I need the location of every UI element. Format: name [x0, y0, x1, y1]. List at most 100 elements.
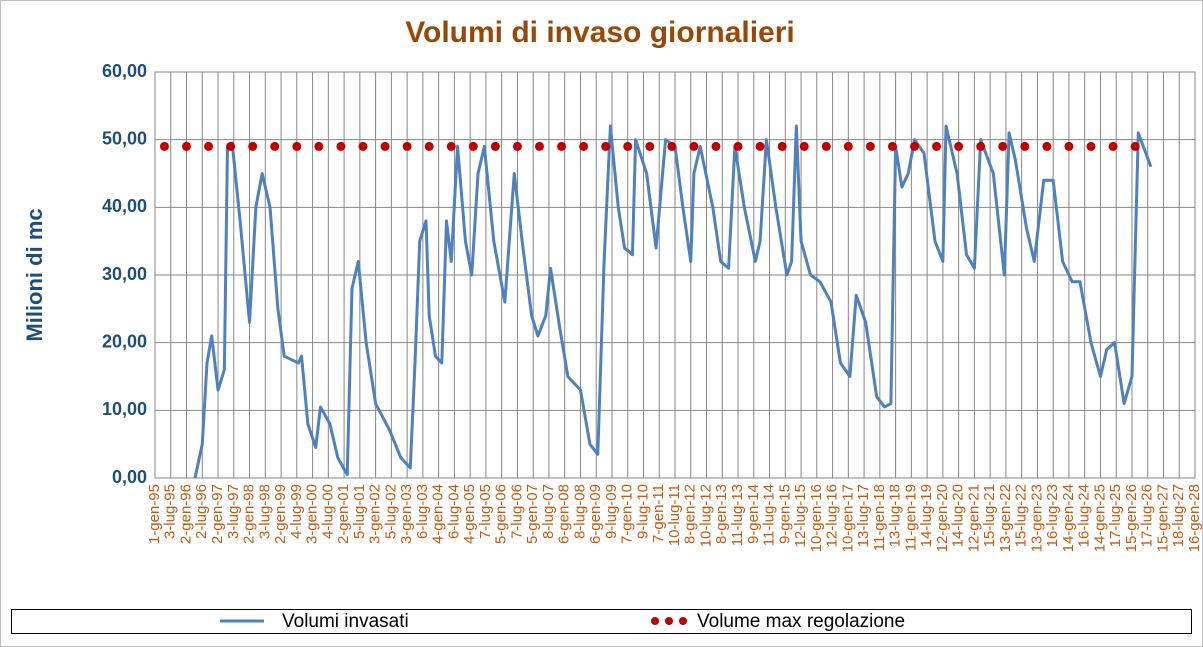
legend-box	[11, 609, 1192, 634]
volume-line	[193, 124, 1153, 479]
x-tick-label: 4-gen-04	[430, 484, 447, 544]
chart-title: Volumi di invaso giornalieri	[405, 16, 795, 49]
x-tick-label: 7-gen-11	[650, 484, 667, 543]
x-tick-label: 7-lug-05	[477, 484, 494, 539]
x-tick-label: 5-lug-01	[351, 484, 368, 539]
max-dot	[954, 141, 964, 151]
x-tick-label: 8-gen-13	[713, 484, 730, 544]
y-tick-label: 10,00	[102, 399, 147, 419]
max-dot	[976, 141, 986, 151]
x-tick-label: 14-lug-20	[950, 484, 967, 547]
max-dot	[887, 141, 897, 151]
max-dot	[424, 141, 434, 151]
x-tick-label: 12-lug-15	[792, 484, 809, 547]
max-dot	[1064, 141, 1074, 151]
x-tick-label: 11-gen-18	[871, 484, 888, 551]
x-tick-label: 8-lug-08	[571, 484, 588, 539]
x-tick-label: 14-gen-25	[1091, 484, 1108, 552]
x-tick-label: 2-gen-01	[335, 484, 352, 544]
max-dot	[623, 141, 633, 151]
max-dot	[534, 141, 544, 151]
max-dot	[733, 141, 743, 151]
max-dot	[799, 141, 809, 151]
max-dot	[380, 141, 390, 151]
x-tick-label: 10-gen-17	[839, 484, 856, 552]
x-tick-label: 16-lug-24	[1076, 484, 1093, 547]
max-dot	[314, 141, 324, 151]
x-tick-label: 5-gen-06	[493, 484, 510, 544]
max-dot	[1020, 141, 1030, 151]
x-tick-label: 17-lug-25	[1107, 484, 1124, 547]
x-tick-label: 9-gen-15	[776, 484, 793, 544]
y-tick-label: 20,00	[102, 331, 147, 351]
max-dot	[557, 141, 567, 151]
max-dot	[292, 141, 302, 151]
max-dot	[932, 141, 942, 151]
max-dot	[248, 141, 258, 151]
max-dot	[490, 141, 500, 151]
x-tick-label: 3-lug-97	[225, 484, 242, 539]
x-tick-label: 8-gen-12	[682, 484, 699, 544]
x-tick-label: 2-gen-96	[177, 484, 194, 544]
x-tick-label: 11-lug-14	[761, 484, 778, 546]
y-tick-label: 30,00	[102, 264, 147, 284]
max-dot	[777, 141, 787, 151]
x-tick-label: 15-lug-22	[1013, 484, 1030, 547]
max-dot	[226, 141, 236, 151]
x-tick-label: 8-lug-07	[540, 484, 557, 539]
x-tick-label: 5-lug-02	[382, 484, 399, 539]
x-tick-label: 13-lug-18	[887, 484, 904, 547]
max-dot	[667, 141, 677, 151]
legend-dot	[679, 617, 687, 625]
x-tick-label: 7-gen-10	[619, 484, 636, 544]
x-tick-label: 9-lug-09	[603, 484, 620, 539]
x-tick-label: 13-gen-23	[1028, 484, 1045, 552]
x-tick-label: 15-lug-21	[981, 484, 998, 547]
x-tick-label: 6-gen-09	[587, 484, 604, 544]
legend-dot	[665, 617, 673, 625]
x-tick-label: 4-lug-00	[319, 484, 336, 539]
max-dot	[182, 141, 192, 151]
max-dot	[402, 141, 412, 151]
max-dot	[468, 141, 478, 151]
max-dot	[336, 141, 346, 151]
max-dot	[204, 141, 214, 151]
x-tick-label: 6-lug-03	[414, 484, 431, 539]
x-tick-label: 9-lug-10	[634, 484, 651, 539]
x-tick-label: 5-gen-07	[524, 484, 541, 544]
max-dot	[270, 141, 280, 151]
max-dot	[865, 141, 875, 151]
y-axis-label: Milioni di mc	[22, 208, 47, 341]
max-dot	[1086, 141, 1096, 151]
max-dot	[1042, 141, 1052, 151]
x-tick-label: 11-gen-19	[902, 484, 919, 551]
max-dot	[579, 141, 589, 151]
x-tick-label: 9-gen-14	[745, 484, 762, 544]
max-dot	[689, 141, 699, 151]
y-tick-label: 60,00	[102, 61, 147, 81]
x-tick-label: 15-gen-27	[1154, 484, 1171, 552]
max-dot	[910, 141, 920, 151]
max-dot	[755, 141, 765, 151]
max-dot	[843, 141, 853, 151]
x-tick-label: 2-gen-97	[209, 484, 226, 544]
x-tick-label: 12-gen-21	[965, 484, 982, 552]
legend-label: Volumi invasati	[282, 611, 409, 632]
legend-label: Volume max regolazione	[697, 611, 905, 632]
x-tick-label: 2-gen-98	[241, 484, 258, 544]
x-tick-label: 10-lug-12	[697, 484, 714, 547]
x-tick-label: 18-lug-27	[1170, 484, 1187, 547]
x-tick-label: 13-lug-17	[855, 484, 872, 547]
x-tick-label: 6-lug-04	[445, 484, 462, 539]
y-tick-label: 50,00	[102, 128, 147, 148]
x-tick-label: 14-lug-19	[918, 484, 935, 547]
x-tick-label: 4-gen-05	[461, 484, 478, 544]
max-dot	[998, 141, 1008, 151]
max-dot	[711, 141, 721, 151]
y-tick-label: 40,00	[102, 196, 147, 216]
x-tick-label: 2-gen-99	[272, 484, 289, 544]
x-tick-label: 15-gen-26	[1123, 484, 1140, 552]
max-dot	[1130, 141, 1140, 151]
x-tick-label: 4-lug-99	[288, 484, 305, 539]
